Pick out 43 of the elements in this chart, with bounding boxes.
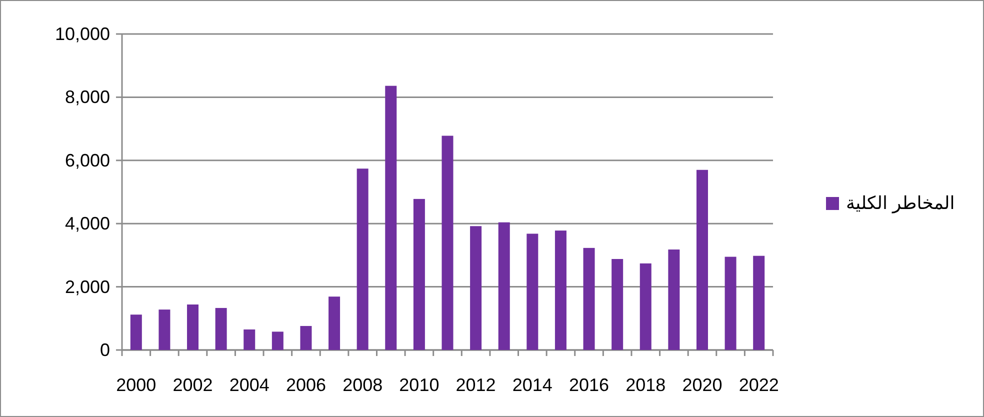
x-tick-label: 2004 bbox=[229, 375, 270, 395]
bar bbox=[244, 329, 256, 350]
bar bbox=[215, 308, 227, 350]
bar bbox=[668, 250, 680, 350]
y-tick-label: 0 bbox=[100, 340, 110, 360]
bar bbox=[442, 136, 454, 350]
x-tick-label: 2014 bbox=[512, 375, 552, 395]
bar bbox=[470, 226, 482, 350]
x-tick-label: 2020 bbox=[682, 375, 722, 395]
bar bbox=[187, 304, 199, 350]
legend: المخاطر الكلية bbox=[826, 193, 955, 213]
x-tick-label: 2018 bbox=[626, 375, 666, 395]
x-tick-label: 2006 bbox=[286, 375, 326, 395]
x-tick-label: 2000 bbox=[116, 375, 156, 395]
x-tick-label: 2022 bbox=[738, 375, 779, 395]
bar bbox=[130, 314, 142, 350]
y-tick-label: 8,000 bbox=[64, 87, 110, 108]
legend-label: المخاطر الكلية bbox=[846, 193, 955, 214]
bar bbox=[554, 230, 566, 350]
x-tick-label: 2008 bbox=[342, 375, 383, 395]
y-tick-label: 10,000 bbox=[54, 24, 110, 44]
bar bbox=[158, 310, 170, 350]
bar bbox=[300, 326, 312, 350]
bar bbox=[413, 198, 425, 350]
bar bbox=[583, 248, 595, 350]
bar bbox=[612, 258, 624, 350]
bar bbox=[356, 168, 368, 350]
x-tick-label: 2012 bbox=[456, 375, 496, 395]
bar bbox=[385, 86, 397, 350]
bar bbox=[526, 234, 538, 350]
bar bbox=[753, 256, 765, 350]
x-tick-label: 2016 bbox=[569, 375, 610, 395]
bar bbox=[696, 170, 708, 350]
bar bbox=[724, 256, 736, 350]
bar bbox=[640, 263, 652, 350]
y-tick-label: 4,000 bbox=[64, 214, 110, 234]
x-tick-label: 2010 bbox=[399, 375, 440, 395]
bar bbox=[328, 296, 340, 350]
bar bbox=[498, 222, 510, 350]
bar bbox=[272, 332, 284, 350]
y-tick-label: 6,000 bbox=[64, 150, 110, 170]
y-tick-label: 2,000 bbox=[64, 276, 110, 297]
x-tick-label: 2002 bbox=[172, 375, 213, 395]
